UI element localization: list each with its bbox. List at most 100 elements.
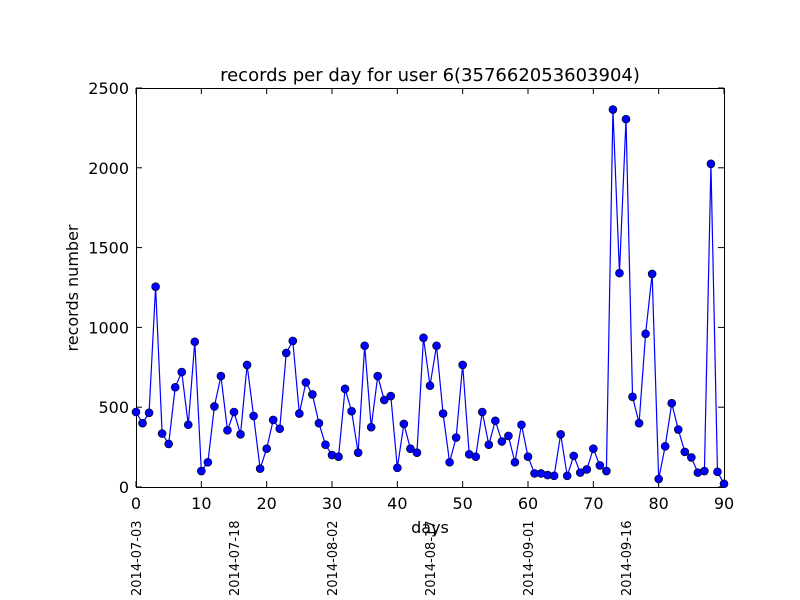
data-point [190, 337, 200, 347]
data-point [654, 474, 663, 484]
data-point [366, 422, 376, 432]
data-point [549, 471, 559, 481]
data-point [210, 402, 219, 411]
data-point [275, 424, 285, 434]
data-point [556, 430, 565, 439]
data-point [393, 463, 402, 473]
data-point [477, 407, 487, 417]
x-tick-label: 90 [714, 494, 734, 513]
y-tick-label: 0 [119, 478, 129, 497]
data-point [432, 341, 441, 351]
data-point [321, 440, 330, 450]
data-point [673, 425, 683, 434]
y-tick-label: 1000 [88, 318, 129, 337]
x-axis-label: days [411, 518, 449, 537]
data-point [183, 420, 193, 430]
data-point [451, 433, 461, 442]
x-tick-label: 10 [191, 494, 211, 513]
data-point [458, 360, 467, 370]
data-point [386, 391, 396, 401]
data-point [680, 447, 690, 457]
data-point [229, 407, 239, 417]
data-point [634, 418, 644, 428]
data-point [255, 464, 265, 473]
data-point [615, 268, 624, 278]
data-point [419, 333, 428, 343]
data-point [249, 411, 258, 421]
date-label: 2014-07-03 [130, 520, 145, 596]
data-point [197, 466, 206, 476]
data-point [510, 457, 520, 467]
data-point [471, 452, 481, 461]
x-tick-label: 50 [452, 494, 472, 513]
data-point [242, 360, 252, 370]
data-point [314, 418, 324, 428]
x-tick-label: 40 [387, 494, 407, 513]
data-point [281, 348, 291, 358]
data-point [562, 471, 572, 481]
data-point [268, 415, 278, 425]
y-tick-label: 2500 [88, 79, 129, 98]
data-point [157, 429, 167, 438]
date-label: 2014-09-16 [620, 520, 635, 596]
data-point [295, 409, 304, 418]
data-point [713, 467, 722, 477]
data-point [667, 398, 677, 408]
data-point [647, 269, 657, 279]
data-point [223, 426, 232, 435]
data-point [706, 159, 716, 169]
x-tick-label: 0 [131, 494, 141, 513]
data-point [131, 407, 141, 417]
data-point [216, 371, 226, 381]
data-point [700, 466, 709, 476]
data-point [608, 105, 618, 114]
data-point [687, 453, 696, 462]
data-point [660, 442, 670, 451]
data-point [262, 444, 271, 453]
data-point [582, 465, 592, 474]
data-point [445, 457, 454, 467]
x-tick-label: 80 [648, 494, 668, 513]
y-axis-label: records number [63, 224, 82, 351]
y-tick-label: 500 [98, 398, 129, 417]
data-point [170, 382, 180, 392]
data-point [308, 390, 317, 399]
data-point [353, 448, 363, 457]
data-point [425, 381, 435, 390]
data-point [719, 479, 729, 489]
data-point [203, 457, 213, 467]
data-point [379, 395, 389, 405]
data-point [301, 378, 311, 387]
data-point [628, 392, 637, 402]
data-point [484, 440, 494, 450]
data-point [340, 384, 350, 394]
data-point [347, 406, 356, 416]
data-point [399, 419, 409, 429]
data-point [589, 444, 598, 453]
date-label: 2014-08-17 [424, 520, 439, 596]
series-markers [131, 105, 729, 489]
data-point [138, 418, 147, 428]
data-point [334, 452, 343, 461]
data-point [151, 282, 160, 292]
date-label: 2014-07-18 [228, 520, 243, 596]
data-point [621, 114, 631, 124]
data-point [360, 341, 369, 351]
data-point [491, 416, 500, 426]
y-axis: 0 500 1000 1500 2000 2500 [88, 79, 724, 497]
date-labels: 2014-07-03 2014-07-18 2014-08-02 2014-08-17… [130, 520, 635, 596]
y-tick-label: 2000 [88, 159, 129, 178]
x-axis: 0 10 20 30 40 50 60 70 80 90 [131, 88, 734, 513]
date-label: 2014-08-02 [326, 520, 341, 596]
data-point [595, 461, 605, 470]
data-point [523, 452, 533, 461]
data-point [164, 439, 173, 449]
data-point [602, 466, 611, 476]
chart-title: records per day for user 6(3576620536039… [220, 65, 640, 86]
data-point [144, 408, 154, 418]
data-point [412, 448, 422, 457]
x-tick-label: 60 [518, 494, 538, 513]
data-point [569, 451, 579, 461]
x-tick-label: 30 [322, 494, 342, 513]
